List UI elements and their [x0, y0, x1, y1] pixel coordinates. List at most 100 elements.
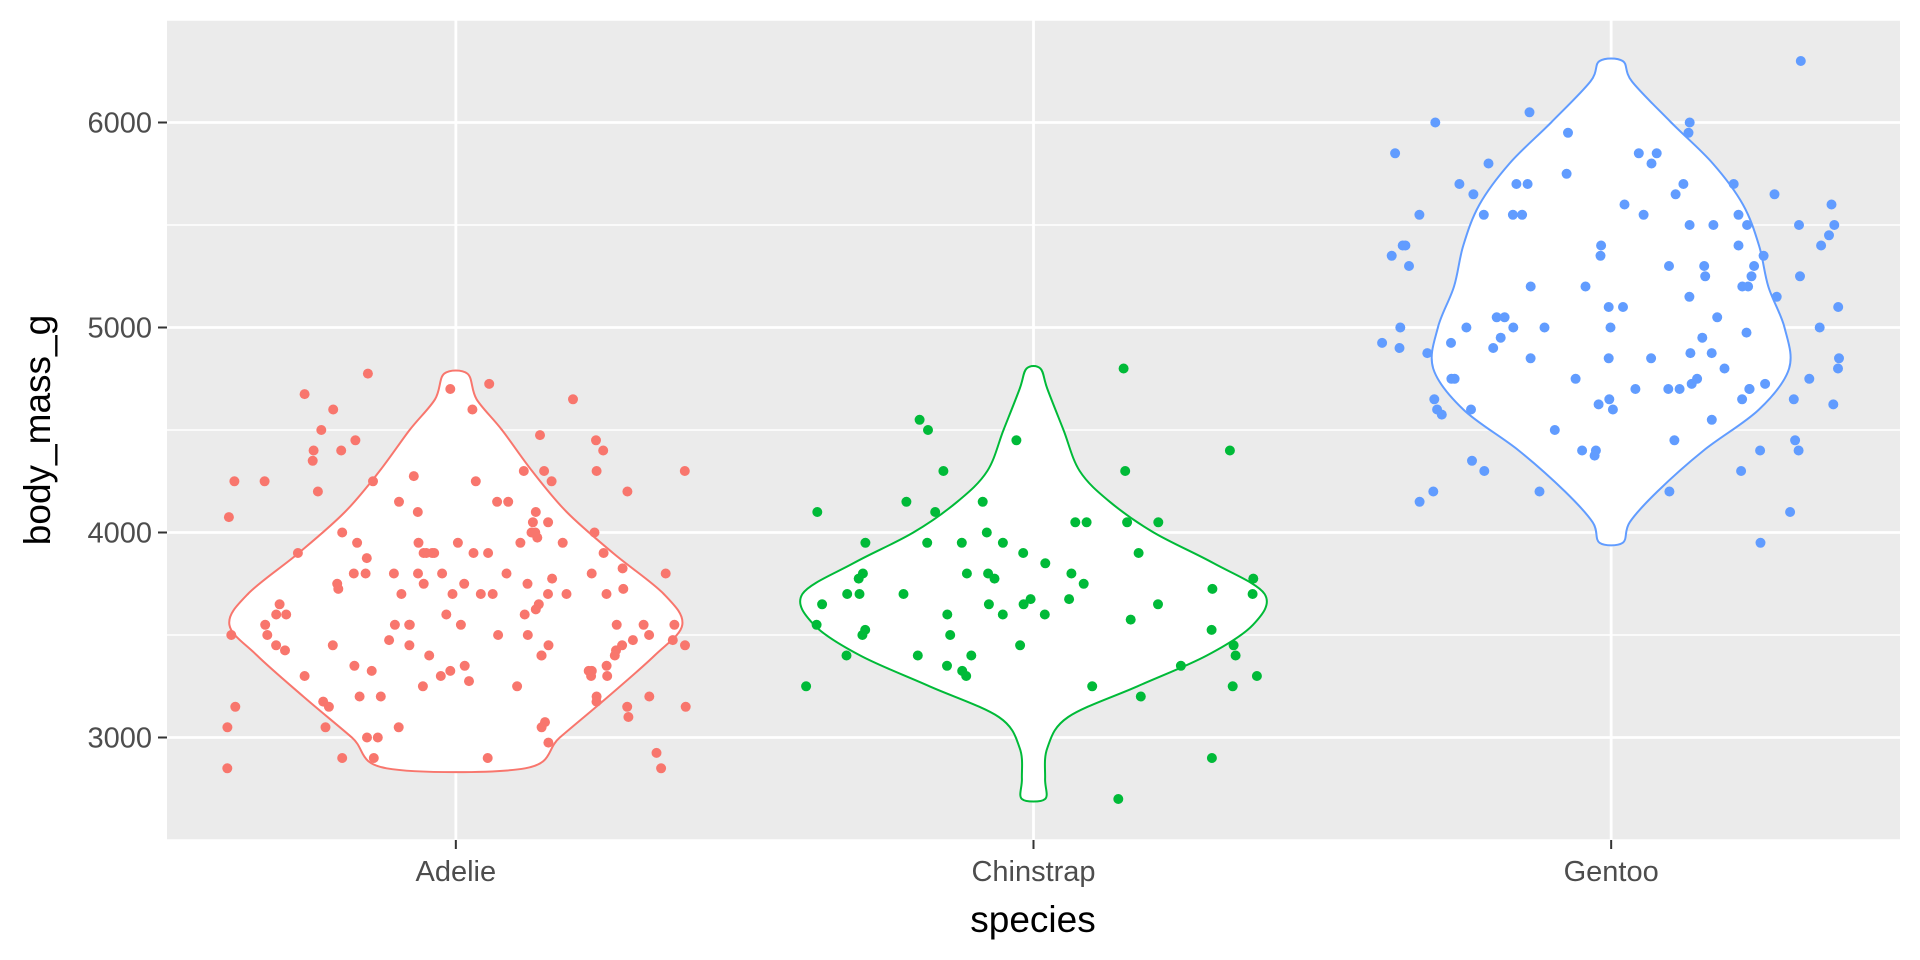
data-point-adelie: [589, 527, 600, 538]
data-point-gentoo: [1478, 209, 1489, 220]
data-point-chinstrap: [1040, 558, 1051, 569]
data-point-gentoo: [1499, 312, 1510, 323]
data-point-adelie: [680, 640, 690, 651]
data-point-gentoo: [1534, 486, 1545, 497]
data-point-adelie: [327, 640, 338, 651]
data-point-adelie: [522, 630, 533, 640]
data-point-chinstrap: [1025, 594, 1036, 605]
data-point-adelie: [617, 640, 628, 651]
data-point-gentoo: [1422, 348, 1433, 359]
data-point-chinstrap: [977, 496, 988, 507]
data-point-adelie: [307, 455, 318, 466]
data-point-gentoo: [1430, 117, 1441, 128]
data-point-gentoo: [1511, 179, 1522, 189]
x-tick-label: Gentoo: [1564, 856, 1659, 888]
data-point-chinstrap: [914, 414, 925, 425]
data-point-gentoo: [1646, 353, 1657, 364]
data-point-gentoo: [1468, 189, 1479, 200]
data-point-chinstrap: [1153, 599, 1163, 610]
data-point-adelie: [404, 640, 415, 651]
data-point-chinstrap: [857, 630, 868, 640]
data-point-adelie: [492, 496, 503, 507]
data-point-gentoo: [1828, 399, 1839, 410]
data-point-adelie: [281, 609, 292, 620]
data-point-gentoo: [1466, 404, 1476, 415]
data-point-adelie: [464, 676, 474, 687]
data-point-chinstrap: [997, 537, 1008, 548]
data-point-adelie: [622, 486, 633, 497]
data-point-gentoo: [1524, 107, 1535, 118]
data-point-adelie: [483, 548, 494, 558]
data-point-adelie: [623, 712, 634, 722]
data-point-adelie: [515, 537, 526, 548]
data-point-adelie: [598, 548, 609, 558]
violin-gentoo: [1430, 57, 1792, 547]
data-point-adelie: [611, 619, 622, 630]
data-point-adelie: [543, 517, 554, 528]
data-point-gentoo: [1833, 363, 1843, 374]
data-point-adelie: [467, 404, 478, 415]
data-point-adelie: [543, 640, 554, 651]
data-point-adelie: [519, 609, 530, 620]
data-point-gentoo: [1795, 271, 1805, 282]
data-point-gentoo: [1467, 455, 1477, 466]
data-point-adelie: [522, 578, 533, 589]
data-point-gentoo: [1604, 394, 1615, 405]
x-axis: Adelie Chinstrap Gentoo: [416, 840, 1659, 888]
data-point-adelie: [518, 466, 529, 476]
data-point-gentoo: [1577, 445, 1588, 456]
data-point-adelie: [222, 722, 233, 733]
data-point-gentoo: [1525, 281, 1536, 292]
data-point-adelie: [348, 568, 359, 579]
data-point-adelie: [259, 476, 270, 487]
data-point-chinstrap: [938, 466, 949, 476]
data-point-gentoo: [1678, 179, 1689, 189]
data-point-gentoo: [1814, 322, 1825, 333]
data-point-gentoo: [1771, 291, 1782, 302]
data-point-chinstrap: [923, 425, 933, 435]
data-point-gentoo: [1670, 189, 1681, 200]
data-point-adelie: [598, 445, 609, 456]
data-point-gentoo: [1390, 148, 1401, 159]
data-point-gentoo: [1816, 240, 1827, 251]
data-point-adelie: [536, 722, 547, 733]
data-point-adelie: [536, 650, 547, 661]
data-point-adelie: [229, 476, 240, 487]
violin-chinstrap: [799, 364, 1268, 803]
data-point-chinstrap: [1087, 681, 1098, 692]
data-point-chinstrap: [1175, 660, 1186, 671]
data-point-adelie: [352, 537, 363, 548]
data-point-chinstrap: [1247, 589, 1258, 599]
data-point-adelie: [482, 753, 493, 763]
data-point-gentoo: [1706, 414, 1717, 425]
data-point-adelie: [638, 619, 649, 630]
data-point-chinstrap: [1230, 650, 1241, 661]
data-point-gentoo: [1697, 332, 1708, 343]
data-point-chinstrap: [930, 507, 941, 517]
data-point-adelie: [618, 583, 629, 594]
data-point-adelie: [617, 563, 628, 574]
x-axis-title: species: [970, 899, 1095, 940]
data-point-adelie: [591, 435, 601, 446]
data-point-gentoo: [1758, 250, 1769, 261]
data-point-gentoo: [1826, 199, 1837, 210]
data-point-adelie: [418, 578, 429, 589]
data-point-gentoo: [1580, 281, 1591, 292]
data-point-adelie: [660, 568, 671, 579]
data-point-adelie: [627, 635, 638, 646]
data-point-gentoo: [1719, 363, 1730, 374]
data-point-gentoo: [1386, 250, 1397, 261]
data-point-adelie: [299, 389, 310, 400]
data-point-gentoo: [1561, 168, 1572, 179]
data-point-gentoo: [1395, 322, 1406, 333]
data-point-chinstrap: [1206, 753, 1217, 763]
data-point-adelie: [435, 671, 446, 681]
data-point-chinstrap: [1113, 794, 1124, 804]
data-point-adelie: [292, 548, 303, 558]
data-point-gentoo: [1669, 435, 1680, 446]
data-point-adelie: [586, 568, 597, 579]
data-point-gentoo: [1663, 384, 1674, 394]
data-point-adelie: [396, 589, 407, 599]
y-axis-title: body_mass_g: [17, 315, 58, 545]
data-point-adelie: [260, 619, 271, 630]
